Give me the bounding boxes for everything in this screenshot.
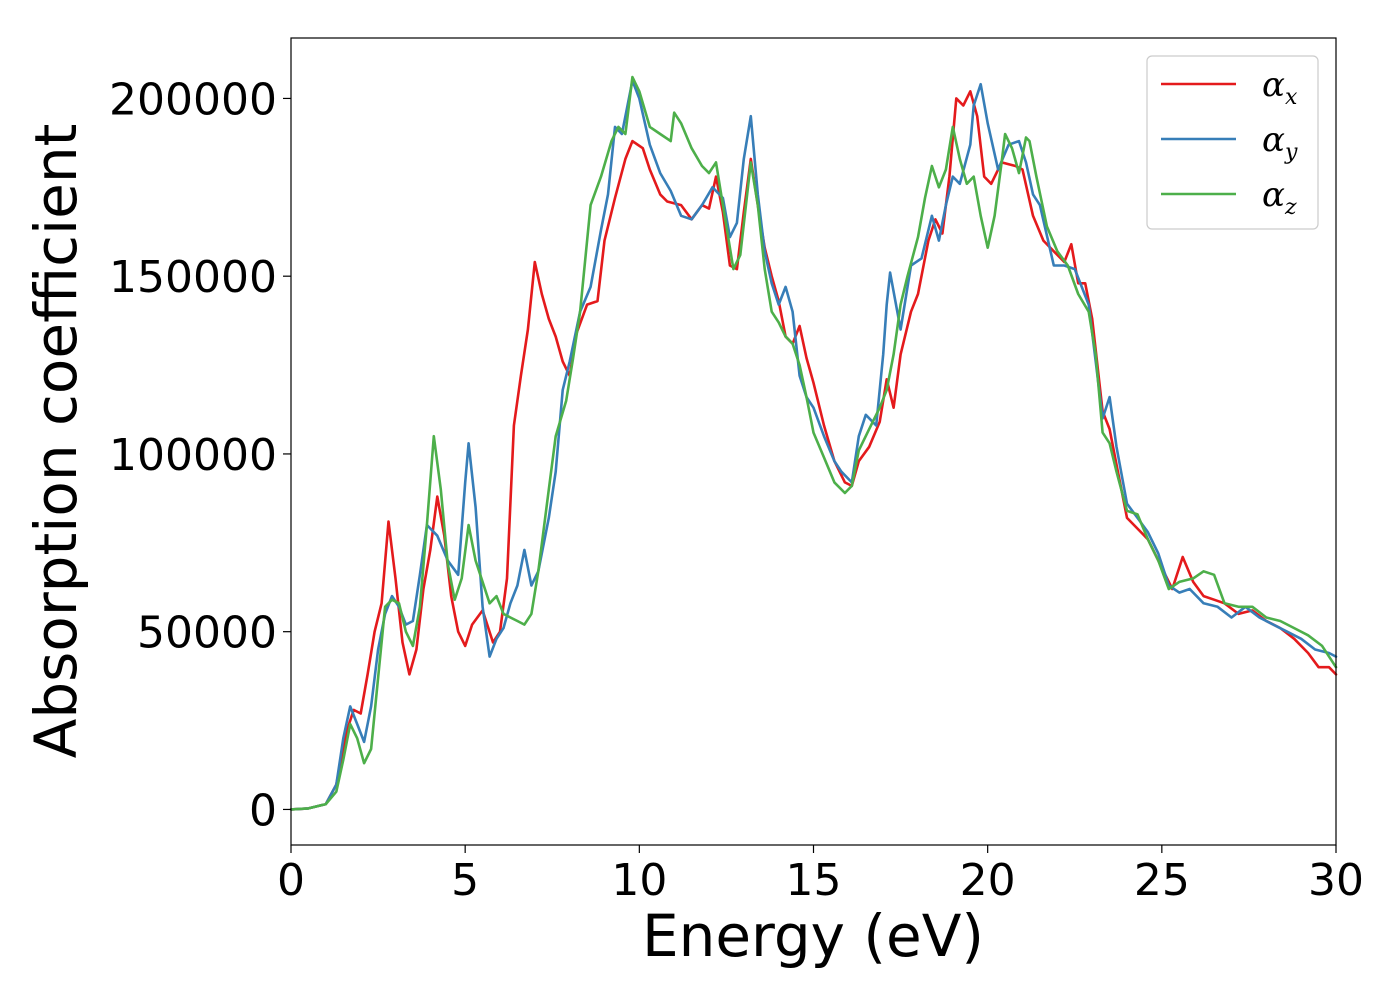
x-axis-title: Energy (eV) (642, 902, 984, 970)
x-tick-label: 5 (451, 855, 479, 906)
y-tick-label: 150000 (109, 252, 277, 303)
x-tick-label: 30 (1308, 855, 1364, 906)
legend-label-x: αx (1262, 65, 1298, 110)
y-axis-title: Absorption coefficient (22, 124, 90, 759)
x-tick-label: 20 (960, 855, 1016, 906)
y-axis: 0 50000 100000 150000 200000 (109, 74, 291, 836)
legend-box (1146, 55, 1319, 230)
y-tick-label: 100000 (109, 430, 277, 481)
y-tick-label: 50000 (137, 608, 277, 659)
y-tick-label: 0 (249, 785, 277, 836)
x-axis: 0 5 10 15 20 25 30 (277, 845, 1364, 906)
x-tick-label: 15 (786, 855, 842, 906)
x-tick-label: 25 (1134, 855, 1190, 906)
x-tick-label: 0 (277, 855, 305, 906)
series-line-y (289, 79, 1338, 811)
legend-label-y: αy (1262, 120, 1298, 165)
x-tick-label: 10 (611, 855, 667, 906)
series-line-z (289, 75, 1338, 811)
series-layer (289, 75, 1338, 811)
y-tick-label: 200000 (109, 74, 277, 125)
